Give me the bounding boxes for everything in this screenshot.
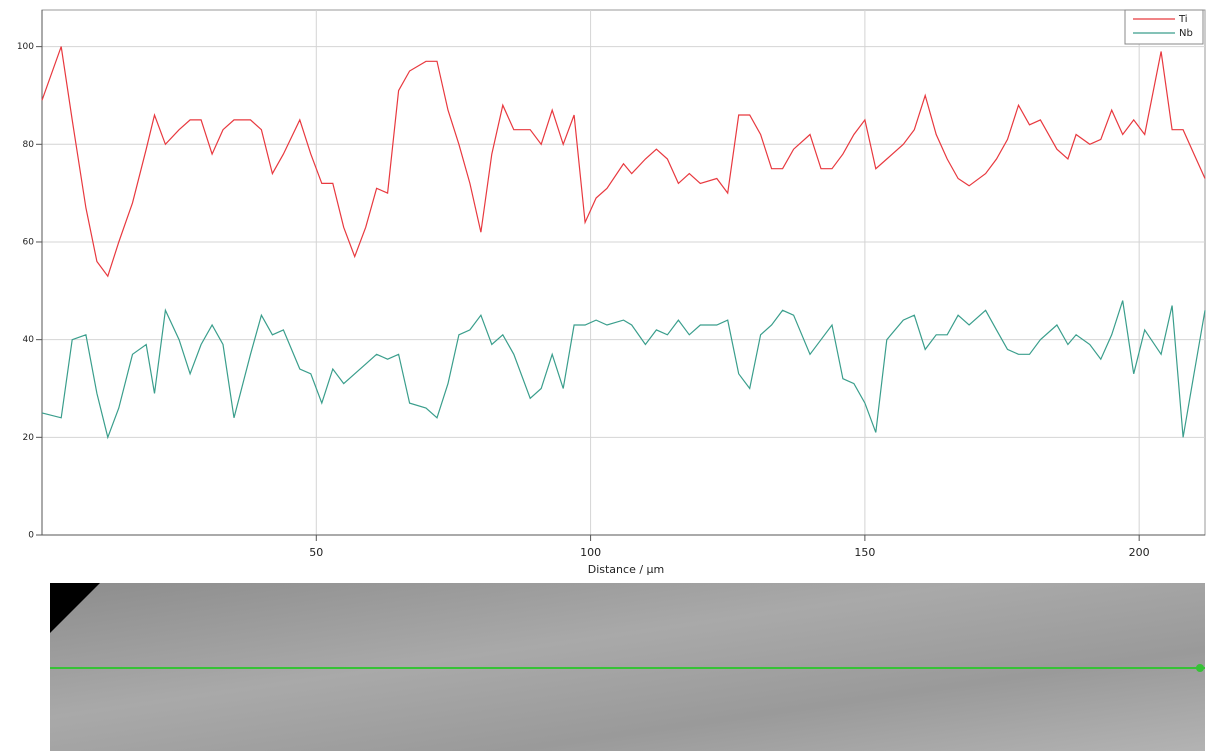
y-tick-label: 60 [23,237,35,247]
data-line [41,300,1206,440]
x-tick-label: 150 [854,546,875,559]
legend [1124,9,1204,45]
x-tick-label: 50 [309,546,323,559]
y-tick-label: 40 [23,335,35,345]
y-tick-label: 80 [23,140,35,150]
data-line [41,46,1206,278]
x-tick-label: 200 [1129,546,1150,559]
y-tick-label: 20 [23,433,35,443]
x-tick-label: 100 [580,546,601,559]
y-tick-label: 0 [28,531,34,541]
x-axis-label: Distance / µm [588,563,665,576]
plot-area [41,9,1206,536]
micrograph-corner [50,583,100,633]
legend-label: Ti [1178,14,1188,25]
scan-end [1196,664,1204,672]
y-tick-label: 100 [17,42,34,52]
legend-label: Nb [1179,28,1193,39]
